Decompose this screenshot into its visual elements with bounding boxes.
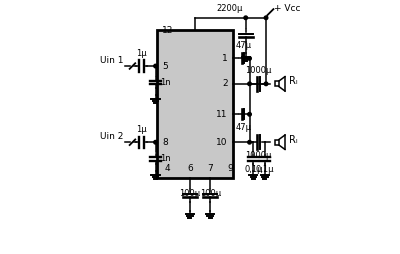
Text: 8: 8 [162,138,168,147]
Text: Rₗ: Rₗ [289,135,298,145]
Text: 0,1µ: 0,1µ [256,165,274,174]
Circle shape [248,57,251,60]
Bar [157,30,233,178]
Text: 1µ: 1µ [136,49,147,58]
Circle shape [248,140,251,144]
Circle shape [244,16,248,20]
Bar [275,81,279,86]
Circle shape [264,16,268,20]
Text: 47µ: 47µ [235,41,251,50]
Text: 4: 4 [164,164,170,173]
Text: 11: 11 [216,110,228,119]
Text: 10: 10 [216,138,228,147]
Text: 0,1µ: 0,1µ [244,165,262,174]
Text: Uin 1: Uin 1 [100,56,123,65]
Text: 6: 6 [187,164,193,173]
Circle shape [154,64,157,68]
Text: 1µ: 1µ [136,125,147,134]
Text: Rₗ: Rₗ [289,76,298,86]
Circle shape [248,82,251,86]
Text: 100µ: 100µ [179,189,200,198]
Text: 47µ: 47µ [235,123,251,132]
Text: 1: 1 [222,54,228,63]
Text: 1n: 1n [160,78,171,87]
Text: 1n: 1n [160,154,171,163]
Text: 2: 2 [222,79,228,88]
Text: 100µ: 100µ [200,189,221,198]
Text: 2200µ: 2200µ [217,4,243,13]
Bar [275,140,279,145]
Text: 1000µ: 1000µ [245,66,272,75]
Circle shape [248,113,251,116]
Text: 9: 9 [228,164,233,173]
Text: 5: 5 [162,61,168,71]
Circle shape [154,140,157,144]
Circle shape [264,82,268,86]
Text: 1000µ: 1000µ [245,151,272,160]
Text: 12: 12 [162,26,173,35]
Text: + Vcc: + Vcc [274,4,300,13]
Text: Uin 2: Uin 2 [100,132,123,141]
Text: 7: 7 [207,164,213,173]
